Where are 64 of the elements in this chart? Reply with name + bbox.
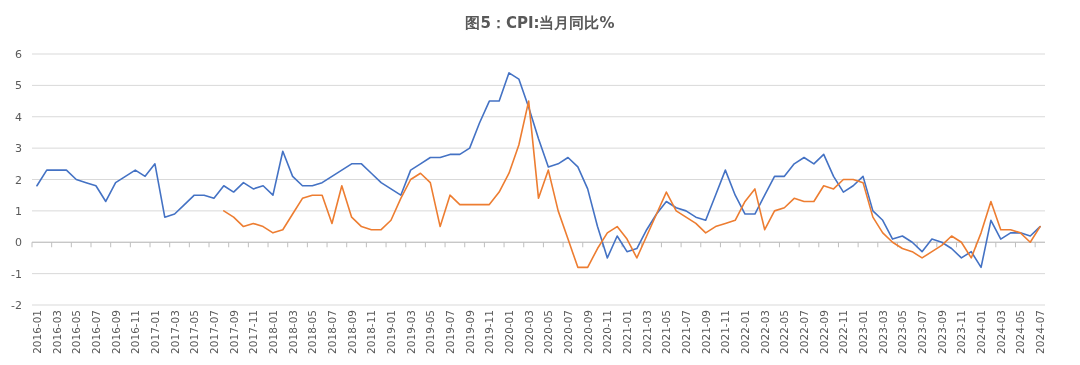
x-tick-label: 2018-07 bbox=[325, 310, 338, 354]
x-tick-label: 2021-11 bbox=[719, 310, 732, 354]
chart-title: 图5：CPI:当月同比% bbox=[465, 14, 615, 32]
x-tick-label: 2016-11 bbox=[129, 310, 142, 354]
y-tick-label: 2 bbox=[15, 173, 22, 187]
x-tick-label: 2017-11 bbox=[247, 310, 260, 354]
y-tick-label: 5 bbox=[15, 79, 22, 93]
x-tick-label: 2023-09 bbox=[935, 310, 948, 354]
x-tick-label: 2019-01 bbox=[384, 310, 397, 354]
y-tick-label: -2 bbox=[11, 299, 22, 312]
x-tick-label: 2024-03 bbox=[994, 310, 1007, 354]
x-tick-label: 2024-07 bbox=[1034, 310, 1047, 354]
x-tick-label: 2017-09 bbox=[227, 310, 240, 354]
x-tick-label: 2018-05 bbox=[306, 310, 319, 354]
line-series bbox=[222, 100, 1041, 269]
x-tick-label: 2021-09 bbox=[699, 310, 712, 354]
x-tick-label: 2017-07 bbox=[207, 310, 220, 354]
x-tick-label: 2019-03 bbox=[404, 310, 417, 354]
x-tick-label: 2019-09 bbox=[463, 310, 476, 354]
y-tick-label: 1 bbox=[15, 204, 22, 218]
x-tick-label: 2019-07 bbox=[443, 310, 456, 354]
x-tick-label: 2018-09 bbox=[345, 310, 358, 354]
x-tick-label: 2021-03 bbox=[640, 310, 653, 354]
x-tick-label: 2023-05 bbox=[896, 310, 909, 354]
x-tick-label: 2022-09 bbox=[817, 310, 830, 354]
x-tick-label: 2019-11 bbox=[483, 310, 496, 354]
x-tick-label: 2016-03 bbox=[50, 310, 63, 354]
x-tick-label: 2018-11 bbox=[365, 310, 378, 354]
x-tick-label: 2016-07 bbox=[89, 310, 102, 354]
x-tick-label: 2017-01 bbox=[148, 310, 161, 354]
x-tick-label: 2018-01 bbox=[266, 310, 279, 354]
x-tick-label: 2020-05 bbox=[542, 310, 555, 354]
line-series bbox=[36, 72, 1041, 269]
y-tick-label: 3 bbox=[15, 142, 22, 156]
x-tick-label: 2020-03 bbox=[522, 310, 535, 354]
y-tick-label: 6 bbox=[15, 48, 22, 61]
x-tick-label: 2023-07 bbox=[916, 310, 929, 354]
x-tick-label: 2021-01 bbox=[621, 310, 634, 354]
x-tick-label: 2021-07 bbox=[680, 310, 693, 354]
x-tick-label: 2019-05 bbox=[424, 310, 437, 354]
x-tick-label: 2021-05 bbox=[660, 310, 673, 354]
x-tick-label: 2020-09 bbox=[581, 310, 594, 354]
y-tick-label: 0 bbox=[15, 236, 22, 250]
x-tick-label: 2023-11 bbox=[955, 310, 968, 354]
y-tick-label: -1 bbox=[11, 267, 22, 281]
x-tick-label: 2020-01 bbox=[503, 310, 515, 354]
x-tick-label: 2016-01 bbox=[30, 310, 43, 354]
x-tick-label: 2024-01 bbox=[975, 310, 988, 354]
x-tick-label: 2022-01 bbox=[739, 310, 752, 354]
x-tick-label: 2022-05 bbox=[778, 310, 791, 354]
x-tick-label: 2024-05 bbox=[1014, 310, 1027, 354]
x-tick-label: 2018-03 bbox=[286, 310, 299, 354]
x-tick-label: 2016-05 bbox=[70, 310, 83, 354]
x-tick-label: 2016-09 bbox=[109, 310, 122, 354]
x-tick-label: 2023-01 bbox=[857, 310, 870, 354]
x-tick-label: 2020-07 bbox=[562, 310, 574, 354]
x-tick-label: 2023-03 bbox=[876, 310, 889, 354]
x-tick-label: 2020-11 bbox=[601, 310, 614, 354]
x-tick-label: 2017-03 bbox=[168, 310, 181, 354]
x-tick-label: 2017-05 bbox=[188, 310, 201, 354]
y-tick-label: 4 bbox=[15, 110, 22, 124]
x-tick-label: 2022-11 bbox=[837, 310, 850, 354]
x-tick-label: 2022-03 bbox=[758, 310, 771, 354]
x-tick-label: 2022-07 bbox=[798, 310, 811, 354]
